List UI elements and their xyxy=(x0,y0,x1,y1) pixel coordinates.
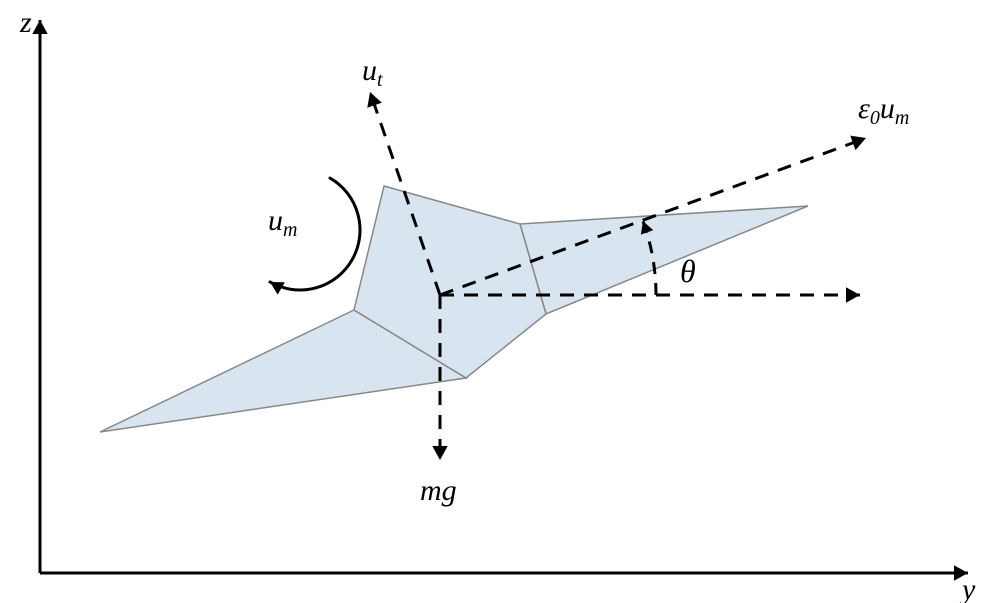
aircraft xyxy=(100,186,808,432)
label-u-m: um xyxy=(268,204,297,241)
axis-label-z: z xyxy=(19,6,32,39)
aircraft-right-wing xyxy=(520,206,808,314)
angle-label-theta: θ xyxy=(680,253,696,289)
label-eps0-um: ε0um xyxy=(858,92,909,129)
axis-label-y: y xyxy=(959,573,976,603)
label-mg: mg xyxy=(420,474,457,507)
label-u-t: ut xyxy=(362,54,383,91)
